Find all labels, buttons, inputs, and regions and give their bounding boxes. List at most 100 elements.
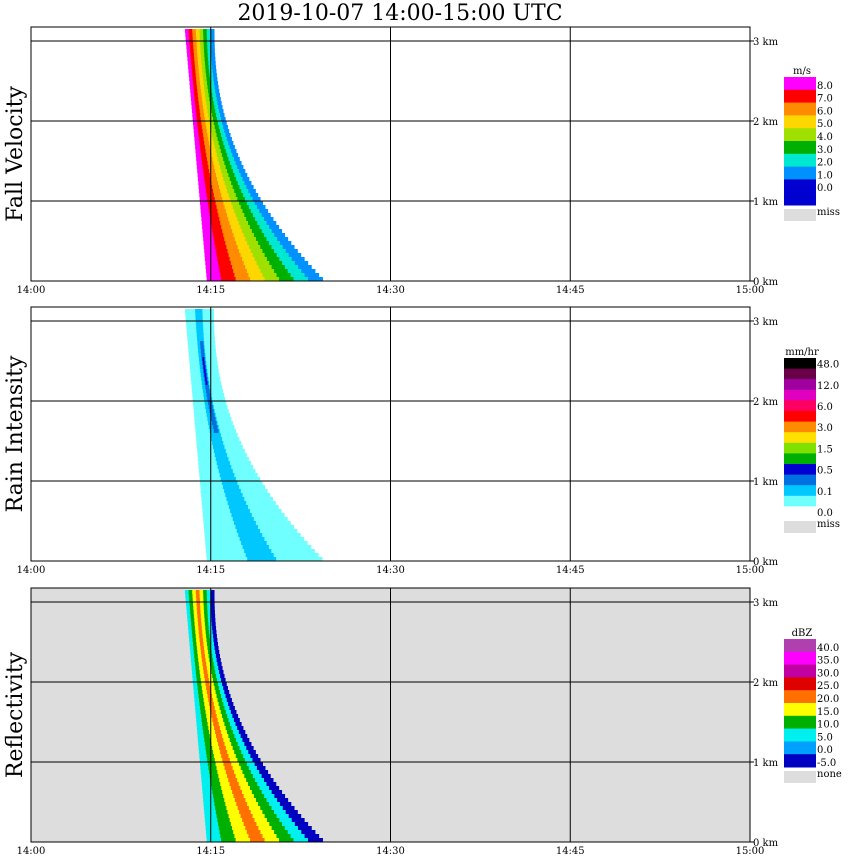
echo-cell <box>219 145 226 149</box>
echo-cell <box>198 61 202 65</box>
echo-cell <box>195 634 200 638</box>
echo-cell <box>266 221 277 225</box>
echo-cell <box>242 738 250 742</box>
echo-cell <box>288 814 302 818</box>
echo-cell <box>221 786 232 790</box>
echo-cell <box>212 229 223 233</box>
panel-reflectivity: 14:00 14:15 14:30 14:45 15:000 km 1 km 2 km 3 k… <box>3 587 842 857</box>
legend-label: 8.0 <box>817 81 833 92</box>
echo-cell <box>238 221 249 225</box>
echo-cell <box>210 37 215 41</box>
echo-cell <box>202 634 207 638</box>
echo-cell <box>205 746 213 750</box>
echo-cell <box>277 798 289 802</box>
echo-cell <box>200 341 204 345</box>
echo-cell <box>218 265 233 269</box>
echo-cell <box>222 485 240 489</box>
echo-cell <box>213 141 220 145</box>
echo-cell <box>234 173 242 177</box>
echo-cell <box>216 117 222 121</box>
echo-cell <box>235 722 242 726</box>
echo-cell <box>234 734 242 738</box>
legend-swatch <box>784 166 816 180</box>
echo-cell <box>202 790 213 794</box>
legend-unit: dBZ <box>792 628 813 639</box>
echo-cell <box>234 237 246 241</box>
echo-cell <box>194 694 200 698</box>
echo-cell <box>204 177 212 181</box>
echo-cell <box>193 610 198 614</box>
echo-cell <box>211 714 218 718</box>
echo-cell <box>188 73 193 77</box>
echo-cell <box>198 694 204 698</box>
echo-cell <box>210 594 215 598</box>
echo-cell <box>210 125 216 129</box>
echo-cell <box>211 109 216 113</box>
echo-cell <box>213 798 225 802</box>
legend-swatch <box>784 411 816 423</box>
echo-cell <box>190 658 196 662</box>
echo-cell <box>225 133 231 137</box>
echo-cell <box>207 694 213 698</box>
echo-cell <box>218 125 224 129</box>
echo-cell <box>211 421 217 425</box>
echo-cell <box>243 193 251 197</box>
echo-cell <box>193 690 199 694</box>
echo-cell <box>225 209 235 213</box>
echo-cell <box>224 161 231 165</box>
echo-cell <box>211 650 216 654</box>
echo-cell <box>200 53 205 57</box>
echo-cell <box>203 237 215 241</box>
echo-cell <box>214 165 221 169</box>
echo-cell <box>204 706 211 710</box>
echo-cell <box>213 189 221 193</box>
echo-cell <box>232 826 246 830</box>
legend-label: 10.0 <box>817 720 839 731</box>
echo-cell <box>226 137 232 141</box>
echo-cell <box>215 654 221 658</box>
echo-cell <box>204 818 218 822</box>
echo-cell <box>223 686 228 690</box>
echo-cell <box>298 265 312 269</box>
echo-cell <box>284 826 299 830</box>
echo-cell <box>214 125 220 129</box>
echo-cell <box>192 73 197 77</box>
echo-cell <box>201 97 207 101</box>
echo-cell <box>188 29 193 33</box>
y-tick-label: 0 km <box>753 277 779 288</box>
echo-cell <box>228 193 237 197</box>
x-tick-label: 15:00 <box>736 846 765 857</box>
echo-cell <box>206 129 212 133</box>
echo-cell <box>213 77 218 81</box>
echo-cell <box>189 41 194 45</box>
legend-swatch <box>784 128 816 142</box>
echo-cell <box>205 826 220 830</box>
echo-cell <box>199 109 205 113</box>
echo-cell <box>220 273 235 277</box>
echo-cell <box>197 93 202 97</box>
echo-cell <box>210 433 221 437</box>
echo-cell <box>258 265 273 269</box>
echo-cell <box>206 662 211 666</box>
echo-cell <box>197 730 204 734</box>
echo-cell <box>211 85 216 89</box>
echo-cell <box>252 213 263 217</box>
legend-missing-swatch <box>784 771 816 783</box>
echo-cell <box>206 838 222 842</box>
echo-cell <box>233 794 245 798</box>
echo-cell <box>232 714 239 718</box>
echo-cell <box>196 646 201 650</box>
echo-cell <box>196 678 202 682</box>
echo-cell <box>195 109 201 113</box>
echo-cell <box>199 670 205 674</box>
echo-cell <box>209 173 217 177</box>
echo-cell <box>232 169 240 173</box>
echo-cell <box>226 698 232 702</box>
echo-cell <box>211 61 216 65</box>
echo-cell <box>245 553 274 557</box>
echo-cell <box>203 698 209 702</box>
echo-cell <box>233 269 248 273</box>
echo-cell <box>279 838 295 842</box>
echo-cell <box>219 746 227 750</box>
